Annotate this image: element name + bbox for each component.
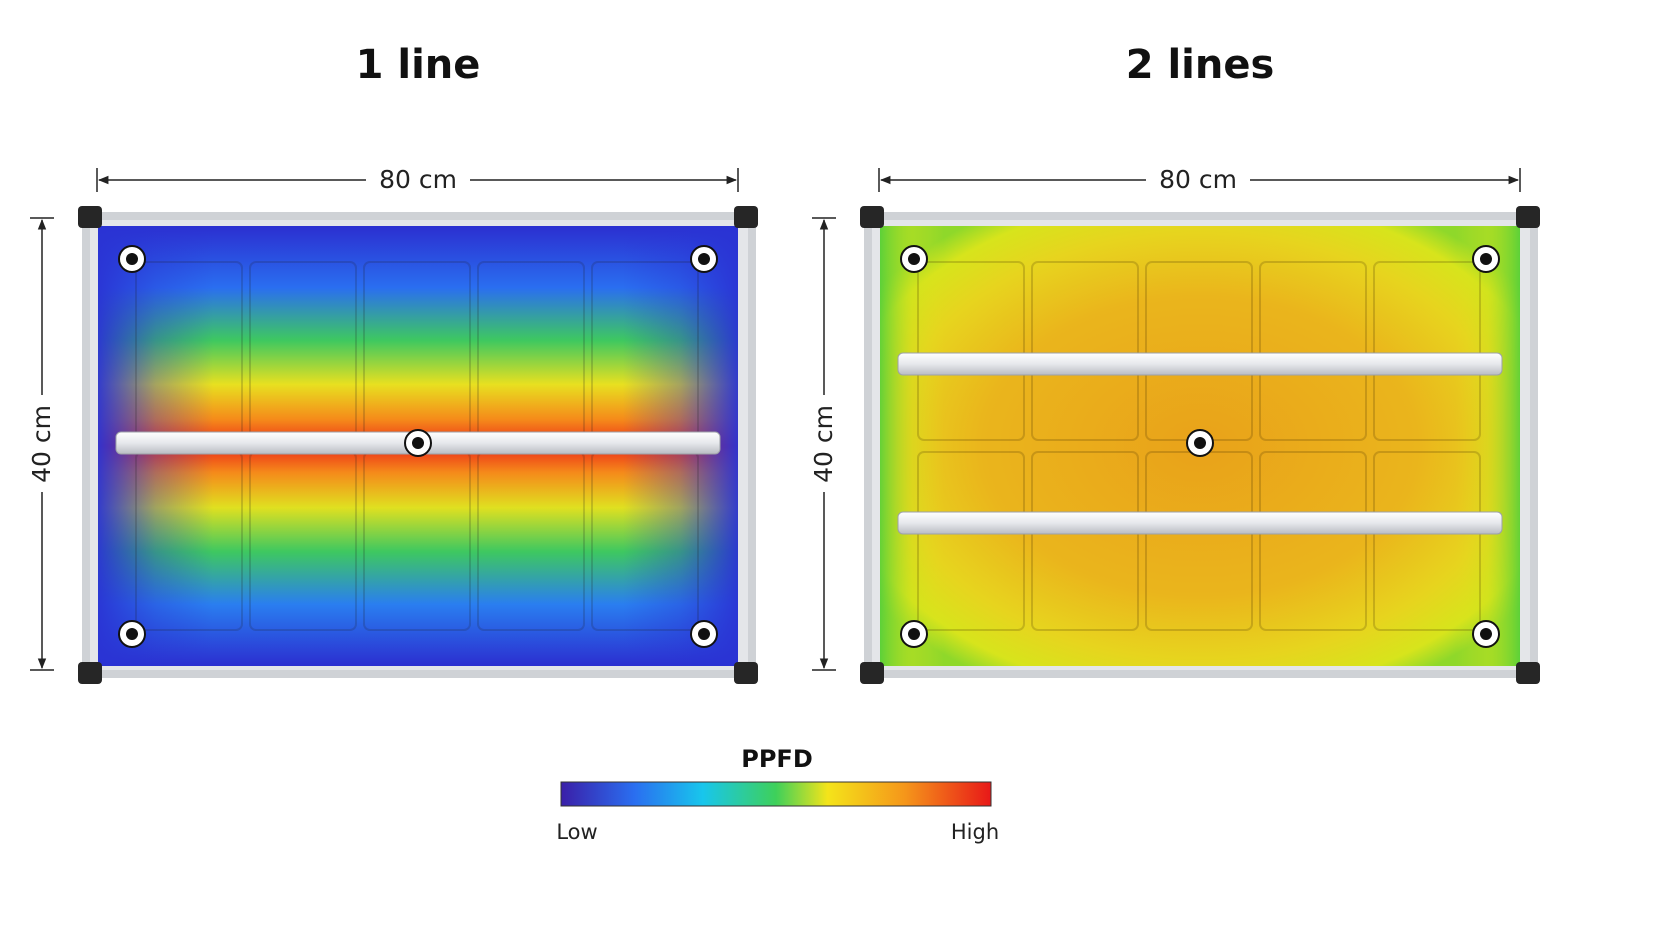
width-label: 80 cm <box>1159 165 1237 194</box>
sensor-point-icon <box>118 620 146 648</box>
panel-title: 1 line <box>356 42 481 88</box>
panel-two-lines: 2 lines 80 cm 40 cm <box>809 42 1540 684</box>
sensor-point-icon <box>1186 429 1214 457</box>
sensor-point-icon <box>690 620 718 648</box>
height-dimension: 40 cm <box>27 217 56 671</box>
sensor-point-icon <box>118 245 146 273</box>
width-dimension: 80 cm <box>96 165 739 194</box>
frame-corner <box>860 662 884 684</box>
height-label: 40 cm <box>809 405 838 483</box>
legend-title: PPFD <box>741 745 813 773</box>
color-scale-bar <box>560 781 992 807</box>
width-label: 80 cm <box>379 165 457 194</box>
frame-corner <box>78 662 102 684</box>
frame-corner <box>860 206 884 228</box>
sensor-point-icon <box>1472 245 1500 273</box>
legend-high-label: High <box>951 820 999 844</box>
frame-corner <box>734 206 758 228</box>
frame-corner <box>78 206 102 228</box>
sensor-point-icon <box>900 245 928 273</box>
panel-one-line: 1 line 80 cm 40 cm <box>27 42 758 684</box>
height-dimension: 40 cm <box>809 217 838 671</box>
ppfd-legend: PPFD Low High <box>556 745 999 844</box>
panel-title: 2 lines <box>1126 42 1275 88</box>
sensor-point-icon <box>690 245 718 273</box>
frame-corner <box>1516 662 1540 684</box>
width-dimension: 80 cm <box>878 165 1521 194</box>
light-bar <box>897 352 1503 376</box>
sensor-point-icon <box>1472 620 1500 648</box>
sensor-point-icon <box>404 429 432 457</box>
height-label: 40 cm <box>27 405 56 483</box>
light-bar <box>897 511 1503 535</box>
frame-corner <box>734 662 758 684</box>
sensor-point-icon <box>900 620 928 648</box>
legend-low-label: Low <box>556 820 597 844</box>
frame-corner <box>1516 206 1540 228</box>
